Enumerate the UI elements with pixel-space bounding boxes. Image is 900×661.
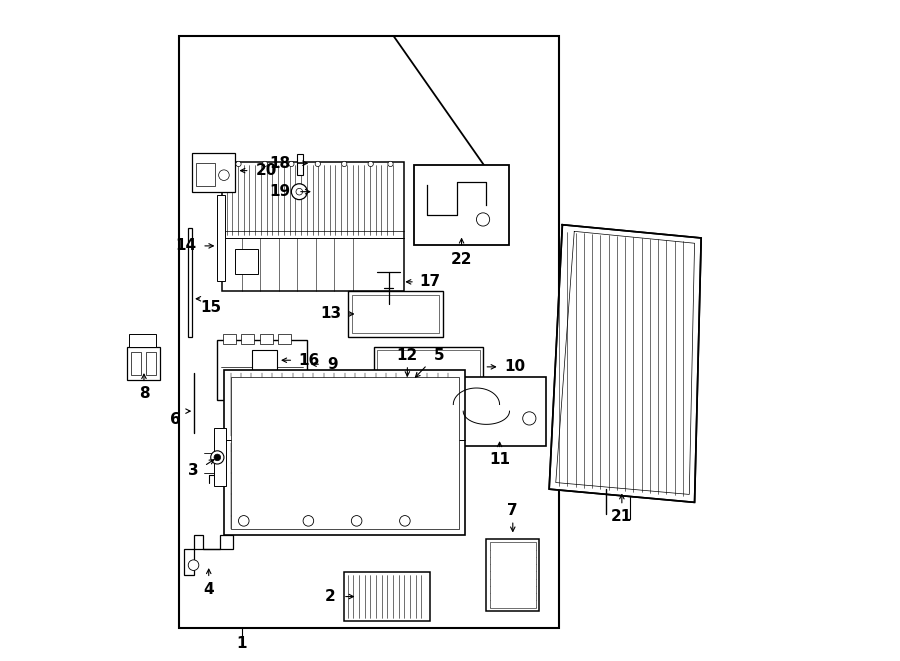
- Circle shape: [292, 184, 307, 200]
- Bar: [486, 539, 539, 611]
- Bar: [490, 542, 536, 608]
- Text: 4: 4: [203, 582, 214, 597]
- Text: 10: 10: [504, 360, 526, 374]
- Text: 5: 5: [434, 348, 445, 363]
- Bar: [214, 428, 226, 486]
- Polygon shape: [549, 225, 701, 502]
- Circle shape: [342, 161, 346, 167]
- Bar: [414, 165, 509, 245]
- Circle shape: [188, 560, 199, 570]
- Bar: [416, 393, 442, 436]
- Text: 9: 9: [328, 357, 338, 371]
- Circle shape: [214, 454, 220, 461]
- Text: 2: 2: [324, 589, 335, 604]
- Bar: [374, 347, 483, 397]
- Circle shape: [388, 161, 393, 167]
- Circle shape: [296, 188, 302, 195]
- Bar: [146, 352, 156, 375]
- Text: 12: 12: [397, 348, 418, 363]
- Circle shape: [523, 412, 536, 425]
- Circle shape: [400, 516, 410, 526]
- Bar: [222, 162, 404, 291]
- Bar: [224, 370, 465, 535]
- Bar: [352, 295, 439, 333]
- Bar: [193, 153, 235, 192]
- Bar: [274, 383, 291, 397]
- Bar: [252, 350, 277, 370]
- Bar: [195, 163, 215, 186]
- Bar: [130, 334, 156, 347]
- Bar: [179, 36, 559, 628]
- Bar: [344, 572, 430, 621]
- Bar: [235, 249, 258, 274]
- Circle shape: [315, 161, 320, 167]
- Text: 16: 16: [298, 353, 320, 368]
- Text: 19: 19: [269, 184, 290, 199]
- Bar: [128, 347, 160, 380]
- Text: 8: 8: [139, 386, 149, 401]
- Circle shape: [303, 516, 314, 526]
- Bar: [217, 340, 307, 400]
- Text: 20: 20: [256, 163, 277, 178]
- Bar: [278, 334, 292, 344]
- Bar: [188, 228, 193, 337]
- Bar: [130, 352, 140, 375]
- Circle shape: [289, 161, 294, 167]
- Bar: [377, 350, 480, 393]
- Text: 11: 11: [489, 452, 510, 467]
- Text: 22: 22: [451, 252, 472, 266]
- Text: 13: 13: [320, 307, 342, 321]
- Bar: [249, 383, 266, 397]
- Circle shape: [262, 161, 267, 167]
- Text: 3: 3: [188, 463, 199, 478]
- Circle shape: [219, 170, 230, 180]
- Text: 6: 6: [170, 412, 181, 427]
- Bar: [230, 377, 459, 529]
- Polygon shape: [184, 535, 233, 575]
- Bar: [224, 383, 240, 397]
- Bar: [389, 383, 426, 433]
- Circle shape: [211, 451, 224, 464]
- Bar: [241, 334, 255, 344]
- Circle shape: [351, 516, 362, 526]
- Text: 18: 18: [270, 156, 291, 171]
- Text: 7: 7: [508, 504, 518, 518]
- Text: 17: 17: [419, 274, 441, 290]
- Bar: [454, 377, 545, 446]
- Circle shape: [236, 161, 241, 167]
- Text: 15: 15: [200, 300, 221, 315]
- Bar: [297, 154, 303, 175]
- Bar: [347, 291, 444, 337]
- Circle shape: [476, 213, 490, 226]
- Bar: [259, 334, 273, 344]
- Text: 14: 14: [175, 239, 196, 253]
- Text: 1: 1: [237, 636, 247, 650]
- Bar: [217, 195, 225, 281]
- Circle shape: [368, 161, 373, 167]
- Bar: [222, 334, 236, 344]
- Text: 21: 21: [611, 510, 633, 524]
- Circle shape: [238, 516, 249, 526]
